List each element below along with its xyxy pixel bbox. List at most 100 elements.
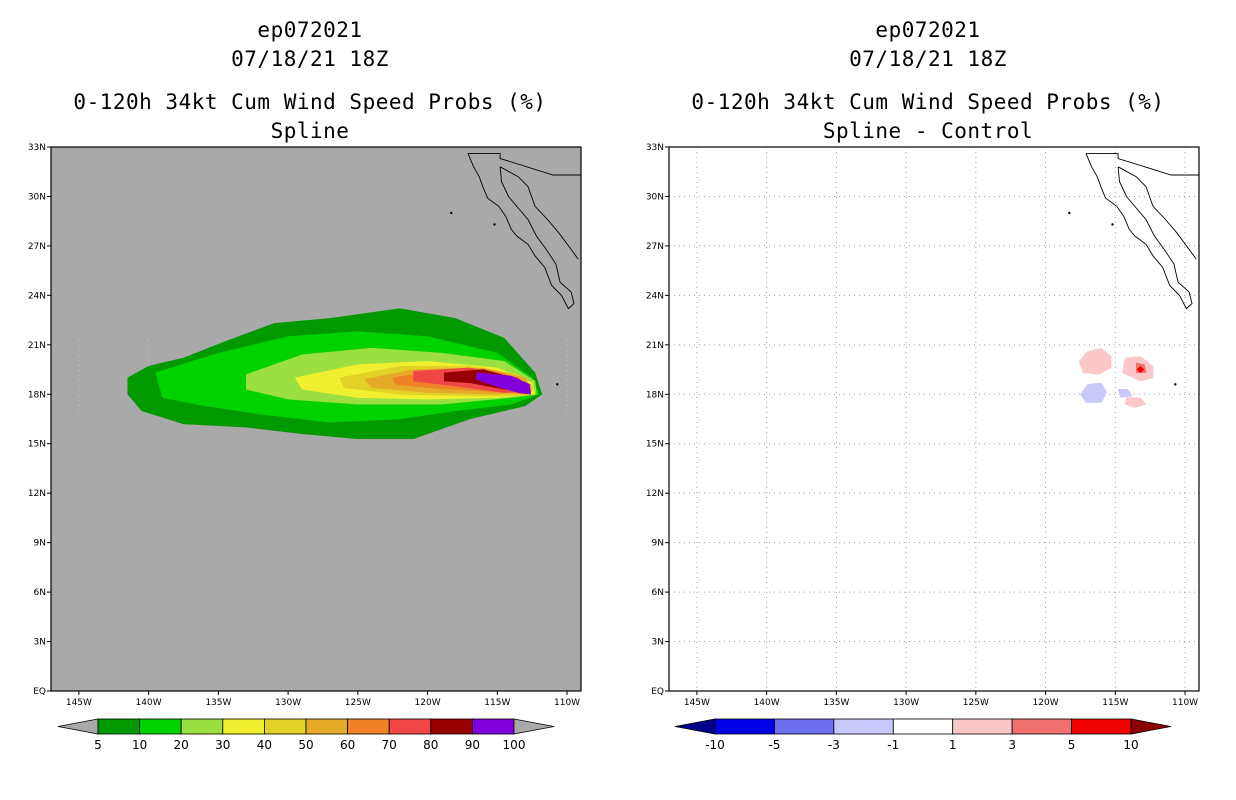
y-tick-label: 30N [28,192,46,202]
y-tick-label: 27N [646,242,664,252]
island-marker [1068,211,1071,215]
colorbar-end-high [1130,718,1172,735]
y-tick-label: 24N [646,291,664,301]
colorbar-segment [222,718,265,735]
colorbar-label: 100 [503,738,526,752]
x-tick-label: 115W [484,698,510,708]
colorbar-segment [471,718,515,735]
y-tick-label: 3N [652,638,664,648]
colorbar-end-low [674,718,716,735]
contour-level-90 [476,372,532,395]
left-panel-title: ep072021 07/18/21 18Z [30,16,590,74]
colorbar-segment [430,718,473,735]
colorbar-label: -1 [887,738,899,752]
colorbar-end-high [513,718,555,735]
colorbar-segment [952,718,1013,735]
colorbar-label: 5 [1068,738,1076,752]
colorbar-segment [892,718,954,735]
plot-background [669,147,1199,691]
y-tick-label: 6N [652,588,664,598]
y-tick-label: 33N [28,143,46,153]
colorbar-segment [347,718,390,735]
mainland-coastline [1117,166,1197,260]
colorbar-segment [263,718,307,735]
left-colorbar: 5 10 20 30 40 50 60 70 80 90 100 [57,718,555,752]
right-method-label: Spline - Control [822,119,1034,143]
y-tick-label: 21N [646,341,664,351]
colorbar-label: 50 [298,738,313,752]
colorbar-label: 80 [423,738,438,752]
left-map-panel: 145W 140W 135W 130W 125W 120W 115W 110W EQ 3N 6N 9N… [28,143,582,708]
plot-frame [50,146,582,692]
y-tick-label: 3N [34,638,46,648]
x-tick-label: 110W [1172,698,1198,708]
x-tick-label: 115W [1102,698,1128,708]
mainland-coastline [499,166,579,260]
right-storm-id: ep072021 [875,18,981,42]
y-tick-label: 12N [28,489,46,499]
right-colorbar: -10 -5 -3 -1 1 3 5 10 [674,718,1172,752]
colorbar-segment [1011,718,1072,735]
colorbar-label: -3 [828,738,840,752]
y-tick-label: 30N [646,192,664,202]
contour-level-neg1 [1080,382,1108,403]
x-tick-label: 145W [684,698,710,708]
y-tick-label: 27N [28,242,46,252]
contour-level-5 [1136,365,1145,374]
colorbar-label: 3 [1008,738,1016,752]
colorbar-label: -10 [705,738,725,752]
colorbar-label: 20 [174,738,189,752]
baja-coastline [467,153,575,310]
colorbar-segment [139,718,182,735]
colorbar-segment [388,718,432,735]
y-tick-label: 15N [646,440,664,450]
island-marker [556,383,559,386]
x-tick-label: 140W [754,698,780,708]
colorbar-segment [305,718,348,735]
y-tick-label: 18N [646,390,664,400]
y-tick-label: 15N [28,440,46,450]
colorbar-label: 10 [132,738,147,752]
island-marker [493,223,496,226]
colorbar-segment [833,718,894,735]
y-tick-label: 18N [28,390,46,400]
colorbar-label: 10 [1123,738,1138,752]
plot-frame [668,146,1200,692]
x-tick-label: 135W [823,698,849,708]
y-tick-label: 9N [34,539,46,549]
right-datetime: 07/18/21 18Z [849,47,1007,71]
colorbar-label: 30 [215,738,230,752]
contour-level-neg1 [1117,389,1133,398]
left-product-label: 0-120h 34kt Cum Wind Speed Probs (%) [73,90,547,114]
island-marker [1111,223,1114,226]
y-tick-label: EQ [651,687,664,697]
contour-level-1 [1078,347,1112,375]
country-border [1086,153,1199,176]
colorbar-label: 5 [94,738,102,752]
colorbar-end-low [57,718,99,735]
y-tick-label: 12N [646,489,664,499]
colorbar-segment [774,718,835,735]
colorbar-label: 60 [340,738,355,752]
colorbar-segment [1071,718,1132,735]
y-tick-label: 6N [34,588,46,598]
colorbar-label: 40 [257,738,272,752]
colorbar-segment [180,718,224,735]
y-tick-label: 21N [28,341,46,351]
colorbar-segment [714,718,775,735]
country-border [468,153,581,176]
colorbar-segment [97,718,140,735]
contour-level-1 [1124,397,1147,408]
x-tick-label: 120W [1033,698,1059,708]
colorbar-label: -5 [768,738,780,752]
colorbar-label: 1 [949,738,957,752]
x-tick-label: 120W [415,698,441,708]
y-tick-label: EQ [33,687,46,697]
colorbar-label: 90 [465,738,480,752]
right-product-label: 0-120h 34kt Cum Wind Speed Probs (%) [691,90,1165,114]
island-marker [450,211,453,215]
x-tick-label: 145W [66,698,92,708]
x-tick-label: 125W [345,698,371,708]
x-tick-label: 140W [136,698,162,708]
